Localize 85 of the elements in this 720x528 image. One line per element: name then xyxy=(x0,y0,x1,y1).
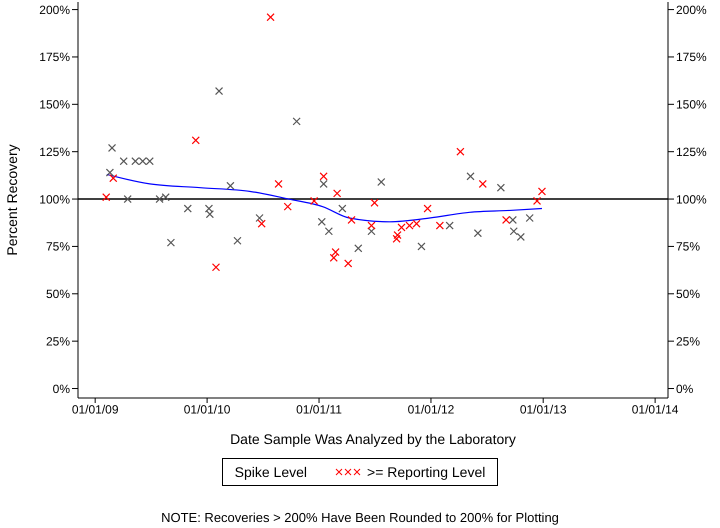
point xyxy=(255,214,264,222)
point xyxy=(496,184,505,192)
point xyxy=(124,194,132,204)
point xyxy=(206,210,214,218)
point xyxy=(478,180,487,188)
point xyxy=(367,227,376,236)
point xyxy=(310,196,318,206)
point xyxy=(456,148,464,156)
y2-tick-label: 25% xyxy=(676,334,700,348)
point xyxy=(284,202,292,211)
y2-tick-label: 200% xyxy=(676,2,708,17)
point xyxy=(102,193,110,202)
point xyxy=(370,198,379,207)
y-tick-label: 100% xyxy=(39,192,70,206)
point xyxy=(436,221,444,230)
point xyxy=(330,254,338,262)
y-tick-label: 125% xyxy=(39,144,70,159)
point xyxy=(367,221,376,230)
y-tick-label: 175% xyxy=(39,50,70,64)
point xyxy=(446,221,454,230)
y-tick-label: 0% xyxy=(52,382,70,396)
point xyxy=(516,232,525,242)
y-tick-label: 200% xyxy=(39,2,70,17)
y-tick-label: 150% xyxy=(39,98,70,112)
point xyxy=(320,172,328,180)
point xyxy=(474,229,482,238)
point xyxy=(184,204,192,213)
y2-tick-label: 175% xyxy=(676,50,708,64)
y-axis-title: Percent Recovery xyxy=(4,144,20,256)
point xyxy=(204,204,214,213)
point xyxy=(532,196,542,206)
text: NOTE: Recoveries > 200% Have Been Rounded to 200% for Plotting xyxy=(160,510,560,525)
x-tick-label: 01/01/13 xyxy=(520,402,567,417)
point xyxy=(320,180,328,188)
point xyxy=(324,227,333,236)
x-tick-label: 01/01/11 xyxy=(296,402,342,417)
y-tick-label: 25% xyxy=(46,334,70,348)
y2-tick-label: 0% xyxy=(676,382,694,396)
point xyxy=(338,204,346,213)
point xyxy=(344,259,352,268)
point xyxy=(214,86,224,96)
point xyxy=(538,187,546,196)
point xyxy=(417,242,426,251)
x-tick-label: 01/01/10 xyxy=(184,402,231,417)
point xyxy=(377,178,386,186)
x-tick-label: 01/01/09 xyxy=(72,402,119,417)
y-tick-label: 50% xyxy=(46,287,70,302)
point xyxy=(526,214,534,222)
point xyxy=(192,136,200,144)
point xyxy=(318,218,326,226)
point xyxy=(292,117,301,126)
point xyxy=(510,227,518,236)
point xyxy=(212,263,220,272)
y2-tick-label: 125% xyxy=(676,144,708,159)
point xyxy=(233,236,242,245)
point xyxy=(331,248,340,256)
point xyxy=(466,172,475,180)
x-tick-label: 01/01/14 xyxy=(632,402,679,417)
legend-title: Spike Level xyxy=(234,464,308,480)
point xyxy=(502,216,510,224)
x-tick-label: 01/01/12 xyxy=(408,402,455,417)
line-series xyxy=(106,174,543,222)
point xyxy=(392,234,401,243)
point xyxy=(258,220,266,228)
point xyxy=(166,238,176,247)
y2-tick-label: 50% xyxy=(676,287,700,302)
y-tick-label: 75% xyxy=(46,240,70,254)
point xyxy=(106,168,114,177)
point xyxy=(508,216,517,224)
point xyxy=(274,180,283,188)
point xyxy=(393,230,402,240)
point xyxy=(108,144,116,152)
point xyxy=(354,244,362,252)
point xyxy=(120,157,128,166)
point xyxy=(266,13,275,22)
y2-tick-label: 150% xyxy=(676,98,708,112)
point xyxy=(423,204,432,213)
legend-label: >= Reporting Level xyxy=(367,464,486,480)
y2-tick-label: 75% xyxy=(676,240,700,254)
point xyxy=(109,174,118,182)
point xyxy=(333,189,342,198)
point xyxy=(347,216,356,224)
x-axis-title: Date Sample Was Analyzed by the Laboratory xyxy=(230,431,516,447)
y2-tick-label: 100% xyxy=(676,192,708,206)
point xyxy=(226,182,235,190)
